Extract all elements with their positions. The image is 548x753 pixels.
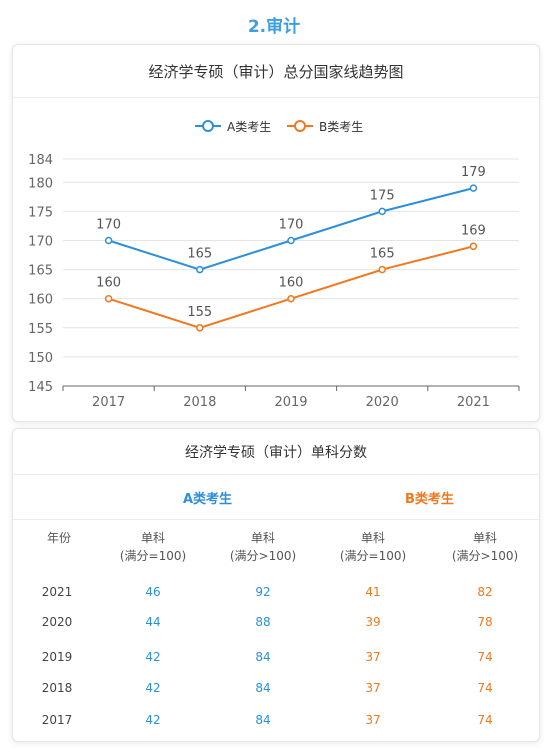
score-cell: 82: [477, 585, 493, 599]
y-tick-label: 145: [28, 380, 53, 395]
x-tick-label: 2018: [183, 395, 216, 410]
group-header-row: A类考生 B类考生: [13, 475, 541, 520]
chart-title: 经济学专硕（审计）总分国家线趋势图: [13, 45, 539, 98]
data-label: 165: [187, 247, 212, 262]
line-chart: A类考生 B类考生 145 150 155 160 165 170 175 180 184 2017 2…: [28, 120, 520, 410]
x-tick-label: 2017: [92, 395, 125, 410]
score-cell: 37: [365, 681, 381, 695]
score-cell: 88: [255, 615, 271, 629]
group-b-label: B类考生: [405, 492, 454, 507]
score-cell: 37: [365, 650, 381, 664]
column-header-a-over100: 单科 (满分>100): [223, 529, 303, 565]
data-label: 170: [96, 217, 121, 232]
score-cell: 84: [255, 650, 271, 664]
data-point: [378, 265, 386, 274]
data-point: [287, 236, 295, 245]
subject-label: 单科: [140, 531, 165, 545]
y-tick-label: 170: [28, 234, 53, 249]
score-cell: 42: [145, 713, 161, 727]
data-point: [469, 184, 478, 192]
table-row: 2020 44 88 39 78: [13, 611, 541, 635]
table-row: 2017 42 84 37 74: [13, 709, 541, 733]
legend-marker: [202, 120, 214, 132]
y-tick-label: 184: [28, 153, 53, 168]
score-cell: 41: [365, 585, 381, 599]
score-cell: 44: [145, 615, 161, 629]
data-point: [104, 236, 113, 245]
legend-label: A类考生: [227, 120, 271, 134]
year-cell: 2019: [41, 650, 73, 664]
chart-card: 经济学专硕（审计）总分国家线趋势图 A类考生 B类考生 145 150 155 160 16…: [12, 44, 540, 422]
full-score-label: (满分=100): [119, 549, 187, 563]
column-header-a-100: 单科 (满分=100): [113, 529, 193, 565]
x-tick-label: 2020: [366, 395, 399, 410]
score-cell: 74: [477, 681, 493, 695]
section-title: 2.审计: [247, 17, 301, 37]
score-cell: 92: [255, 585, 271, 599]
data-label: 160: [279, 276, 304, 291]
x-tick-label: 2019: [274, 395, 307, 410]
year-header-text: 年份: [46, 531, 71, 545]
y-tick-label: 180: [28, 176, 53, 191]
table-row: 2019 42 84 37 74: [13, 646, 541, 670]
score-cell: 84: [255, 713, 271, 727]
y-tick-label: 160: [28, 293, 53, 308]
data-point: [287, 294, 295, 303]
legend-marker: [294, 120, 306, 132]
legend-label: B类考生: [319, 120, 363, 134]
table-row: 2018 42 84 37 74: [13, 677, 541, 701]
data-point: [196, 265, 204, 274]
year-column-header: 年份: [29, 529, 89, 547]
year-cell: 2021: [41, 585, 73, 599]
column-header-b-100: 单科 (满分=100): [333, 529, 413, 565]
data-label: 175: [370, 188, 395, 203]
y-tick-label: 175: [28, 205, 53, 220]
score-cell: 42: [145, 650, 161, 664]
data-point: [196, 324, 204, 332]
score-cell: 37: [365, 713, 381, 727]
table-row: 2021 46 92 41 82: [13, 581, 541, 605]
data-label: 179: [461, 165, 486, 180]
subject-label: 单科: [250, 531, 275, 545]
subject-label: 单科: [472, 531, 497, 545]
year-cell: 2020: [41, 615, 73, 629]
group-a-label: A类考生: [183, 492, 233, 507]
score-cell: 39: [365, 615, 381, 629]
full-score-label: (满分=100): [339, 549, 407, 563]
score-cell: 74: [477, 650, 493, 664]
subject-label: 单科: [360, 531, 385, 545]
score-cell: 84: [255, 681, 271, 695]
year-cell: 2017: [41, 713, 73, 727]
full-score-label: (满分>100): [229, 549, 297, 563]
data-point: [104, 294, 113, 303]
score-cell: 78: [477, 615, 493, 629]
score-cell: 42: [145, 681, 161, 695]
score-cell: 46: [145, 585, 161, 599]
x-tick-label: 2021: [457, 395, 490, 410]
full-score-label: (满分>100): [451, 549, 519, 563]
data-point: [378, 207, 386, 216]
data-label: 160: [96, 276, 121, 291]
y-tick-label: 150: [28, 351, 53, 366]
y-tick-label: 155: [28, 322, 53, 337]
data-label: 169: [461, 223, 486, 238]
column-header-b-over100: 单科 (满分>100): [445, 529, 525, 565]
table-title: 经济学专硕（审计）单科分数: [13, 429, 539, 475]
data-label: 170: [279, 217, 304, 232]
data-label: 165: [370, 247, 395, 262]
year-cell: 2018: [41, 681, 73, 695]
score-cell: 74: [477, 713, 493, 727]
table-card: 经济学专硕（审计）单科分数 A类考生 B类考生 年份 单科 (满分=100) 单科…: [12, 428, 541, 742]
y-tick-label: 165: [28, 264, 53, 279]
data-point: [469, 242, 478, 251]
data-label: 155: [187, 305, 212, 320]
